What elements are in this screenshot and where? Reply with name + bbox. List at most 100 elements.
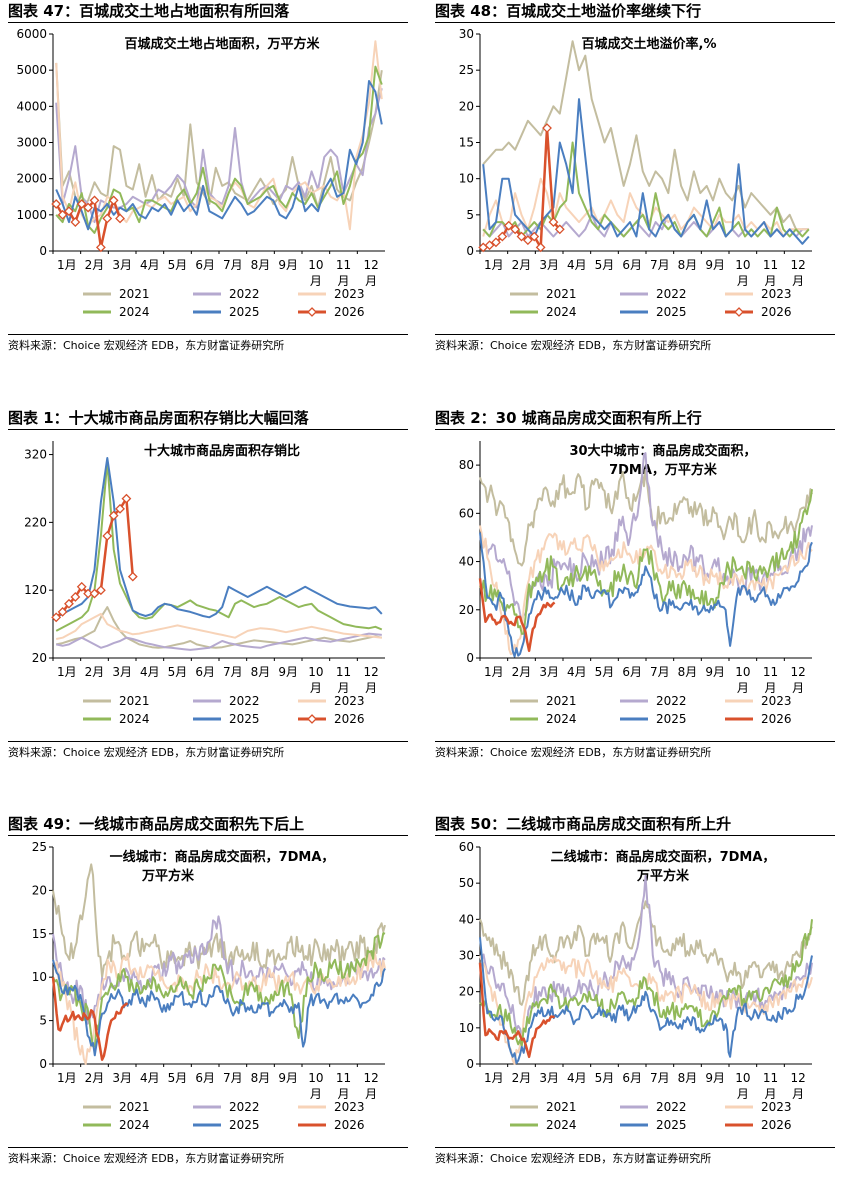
y-tick-label: 20 — [459, 985, 474, 999]
x-tick-label: 11 月 — [763, 1071, 778, 1101]
data-point-marker-2026 — [57, 606, 68, 617]
source-note: 资料来源：Choice 宏观经济 EDB，东方财富证券研究所 — [435, 746, 712, 759]
data-point-marker-2026 — [89, 195, 100, 206]
x-tick-label: 1月 — [484, 1071, 504, 1085]
data-point-marker-2026 — [57, 209, 68, 220]
y-tick-label: 3000 — [16, 136, 47, 150]
legend-marker-2026 — [307, 307, 317, 317]
source-rule — [435, 334, 835, 335]
legend-label-2022: 2022 — [656, 1100, 687, 1114]
x-tick-label: 4月 — [140, 258, 160, 272]
series-line-2021 — [52, 863, 386, 979]
figure-title: 图表 1：十大城市商品房面积存销比大幅回落 — [8, 409, 309, 427]
title-rule — [8, 835, 408, 836]
figure-title: 图表 2：30 城商品房成交面积有所上行 — [435, 409, 702, 427]
legend-label-2022: 2022 — [656, 287, 687, 301]
x-tick-label: 10 月 — [735, 258, 750, 288]
x-tick-label: 7月 — [223, 1071, 243, 1085]
legend-label-2023: 2023 — [334, 694, 365, 708]
data-point-marker-2026 — [121, 493, 132, 504]
series-line-2023 — [52, 951, 386, 1065]
y-tick-label: 60 — [459, 840, 474, 854]
data-point-marker-2026 — [51, 612, 62, 623]
legend-label-2023: 2023 — [334, 1100, 365, 1114]
source-rule — [8, 1147, 408, 1148]
legend-label-2024: 2024 — [546, 1118, 577, 1132]
data-point-marker-2026 — [70, 217, 81, 227]
x-tick-label: 6月 — [195, 665, 215, 679]
figure-title: 图表 48：百城成交土地溢价率继续下行 — [435, 2, 702, 20]
data-point-marker-2026 — [51, 199, 62, 209]
series-line-2023 — [482, 177, 809, 238]
legend-label-2023: 2023 — [761, 287, 792, 301]
data-point-marker-2026 — [522, 235, 533, 246]
series-line-2023 — [56, 612, 382, 640]
legend-label-2024: 2024 — [546, 305, 577, 319]
x-tick-label: 5月 — [595, 1071, 615, 1085]
y-tick-label: 5 — [466, 208, 474, 222]
series-line-2021 — [56, 606, 383, 649]
y-tick-label: 20 — [32, 883, 47, 897]
legend-label-2025: 2025 — [656, 1118, 687, 1132]
source-note: 资料来源：Choice 宏观经济 EDB，东方财富证券研究所 — [435, 1152, 712, 1165]
x-tick-label: 9月 — [705, 1071, 725, 1085]
series-line-2026 — [55, 497, 135, 619]
chart-title: 30大中城市：商品房成交面积， — [569, 443, 756, 459]
series-line-2024 — [55, 460, 383, 632]
legend-marker-2026 — [307, 714, 317, 724]
legend-label-2024: 2024 — [119, 305, 150, 319]
source-rule — [8, 741, 408, 742]
data-point-marker-2026 — [115, 503, 125, 514]
source-note: 资料来源：Choice 宏观经济 EDB，东方财富证券研究所 — [8, 1152, 285, 1165]
y-tick-label: 0 — [466, 244, 474, 258]
series-line-2025 — [482, 98, 810, 245]
x-tick-label: 9月 — [278, 1071, 298, 1085]
y-tick-label: 25 — [32, 840, 47, 854]
chart-title-line2: 7DMA，万平方米 — [609, 462, 718, 478]
x-tick-label: 9月 — [278, 258, 298, 272]
y-tick-label: 6000 — [16, 27, 47, 41]
x-tick-label: 12 月 — [791, 1071, 806, 1101]
legend-label-2021: 2021 — [546, 1100, 577, 1114]
x-tick-label: 10 月 — [735, 665, 750, 695]
y-tick-label: 40 — [459, 912, 474, 926]
x-tick-label: 8月 — [251, 665, 271, 679]
title-rule — [435, 835, 835, 836]
data-point-marker-2026 — [70, 592, 81, 602]
x-tick-label: 12 月 — [364, 1071, 379, 1101]
data-point-marker-2026 — [108, 510, 119, 521]
series-line-2021 — [55, 62, 383, 209]
data-point-marker-2026 — [535, 242, 546, 253]
legend-label-2023: 2023 — [334, 287, 365, 301]
data-point-marker-2026 — [548, 217, 559, 227]
source-rule — [435, 741, 835, 742]
x-tick-label: 4月 — [567, 1071, 587, 1085]
panel-fig49: 图表 49：一线城市商品房成交面积先下后上 0 5 10 15 20 25 1月 2月 3月 4月… — [8, 813, 408, 1173]
series-line-2026 — [51, 977, 129, 1061]
legend-label-2026: 2026 — [334, 1118, 365, 1132]
source-note: 资料来源：Choice 宏观经济 EDB，东方财富证券研究所 — [8, 339, 285, 352]
x-tick-label: 12 月 — [364, 665, 379, 695]
data-point-marker-2026 — [102, 213, 113, 224]
legend-label-2025: 2025 — [656, 305, 687, 319]
y-tick-label: 40 — [459, 555, 474, 569]
legend-label-2026: 2026 — [761, 305, 792, 319]
x-tick-label: 2月 — [512, 665, 532, 679]
y-tick-label: 120 — [24, 583, 47, 597]
panel-fig2: 图表 2：30 城商品房成交面积有所上行 0 20 40 60 80 1月 2月 3月 4月 5月… — [435, 407, 835, 767]
data-point-marker-2026 — [127, 571, 138, 582]
chart-fig50: 0 10 20 30 40 50 60 1月 2月 3月 4月 5月 6月 7月 8月 9月 10 月 11 月 12 月… — [459, 840, 813, 1132]
data-point-marker-2026 — [64, 598, 74, 609]
source-rule — [8, 334, 408, 335]
data-point-marker-2026 — [76, 581, 87, 592]
chart-fig1: 20 120 220 320 1月 2月 3月 4月 5月 6月 7月 8月 9月 10 月 11 月 12 月 十大… — [24, 441, 385, 726]
legend-label-2026: 2026 — [334, 712, 365, 726]
x-tick-label: 8月 — [678, 258, 698, 272]
series-line-2025 — [55, 457, 383, 619]
x-tick-label: 1月 — [57, 665, 77, 679]
series-line-2022 — [55, 632, 382, 651]
x-tick-label: 11 月 — [336, 1071, 351, 1101]
legend-label-2025: 2025 — [229, 712, 260, 726]
